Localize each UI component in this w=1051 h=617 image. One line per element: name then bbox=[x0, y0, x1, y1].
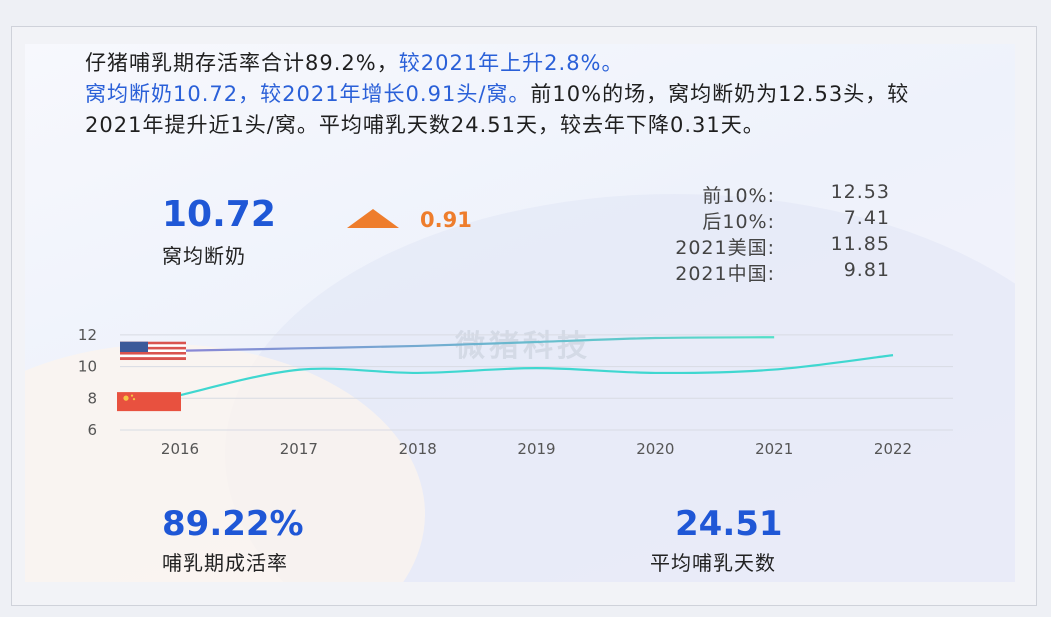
weaning-label: 窝均断奶 bbox=[162, 244, 246, 268]
x-axis-ticks: 2016 2017 2018 2019 2020 2021 2022 bbox=[161, 440, 912, 458]
watermark: 微猪科技 bbox=[454, 329, 591, 364]
comparison-label: 2021美国: bbox=[675, 237, 775, 259]
comparison-label: 前10%: bbox=[702, 185, 775, 207]
chart-series bbox=[179, 336, 894, 397]
weaning-line-chart: 微猪科技 6 8 10 12 2016 2017 2018 2019 2020 2021 2022 bbox=[78, 326, 953, 458]
summary-paragraph: 仔猪哺乳期存活率合计89.2%，较2021年上升2.8%。窝均断奶10.72，较… bbox=[85, 48, 965, 141]
x-tick-label: 2021 bbox=[755, 440, 793, 458]
x-tick-label: 2017 bbox=[280, 440, 318, 458]
x-tick-label: 2019 bbox=[517, 440, 555, 458]
series-line-cn bbox=[179, 354, 894, 397]
summary-part-1: 仔猪哺乳期存活率合计89.2%， bbox=[85, 51, 399, 75]
y-tick-label: 8 bbox=[87, 389, 97, 407]
chart-grid bbox=[120, 334, 953, 431]
x-tick-label: 2018 bbox=[399, 440, 437, 458]
comparison-label: 后10%: bbox=[702, 211, 775, 233]
china-flag-icon bbox=[117, 392, 181, 412]
comparison-value: 9.81 bbox=[843, 259, 890, 281]
survival-value: 89.22% bbox=[162, 504, 304, 544]
comparison-value: 12.53 bbox=[830, 181, 890, 203]
summary-part-2: 较2021年上升2.8%。 bbox=[398, 51, 624, 75]
y-axis-ticks: 6 8 10 12 bbox=[78, 326, 97, 439]
series-line-us bbox=[179, 336, 775, 352]
weaning-change: 0.91 bbox=[420, 208, 472, 232]
x-tick-label: 2016 bbox=[161, 440, 199, 458]
y-tick-label: 10 bbox=[78, 358, 97, 376]
summary-part-3: 窝均断奶10.72，较2021年增长0.91头/窝。 bbox=[85, 82, 531, 106]
comparison-value: 11.85 bbox=[830, 233, 890, 255]
x-tick-label: 2020 bbox=[636, 440, 674, 458]
y-tick-label: 12 bbox=[78, 326, 97, 344]
series-flags bbox=[117, 341, 186, 412]
days-label: 平均哺乳天数 bbox=[650, 551, 776, 575]
comparison-label: 2021中国: bbox=[675, 263, 775, 285]
triangle-up-icon bbox=[347, 209, 399, 228]
us-flag-icon bbox=[120, 341, 186, 361]
weaning-value: 10.72 bbox=[162, 194, 276, 235]
x-tick-label: 2022 bbox=[874, 440, 912, 458]
comparison-value: 7.41 bbox=[843, 207, 890, 229]
survival-label: 哺乳期成活率 bbox=[162, 551, 288, 575]
y-tick-label: 6 bbox=[87, 421, 97, 439]
days-value: 24.51 bbox=[675, 504, 783, 544]
stats-card: 仔猪哺乳期存活率合计89.2%，较2021年上升2.8%。窝均断奶10.72，较… bbox=[25, 44, 1015, 582]
summary-part-4: 前10%的场，窝均断奶为12.53头，较2021年提升近1头/窝。平均哺乳天数2… bbox=[85, 82, 910, 137]
